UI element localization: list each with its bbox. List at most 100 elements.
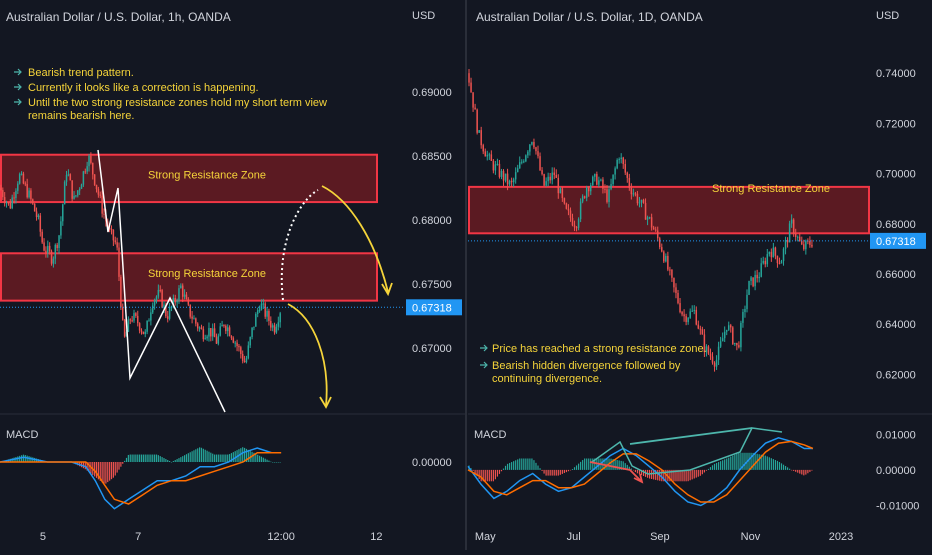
macd-histogram-bar	[573, 467, 576, 470]
candle-body	[0, 188, 2, 191]
candle-body	[746, 294, 748, 310]
macd-histogram-bar	[541, 469, 543, 471]
macd-histogram-bar	[740, 452, 742, 470]
candle-body	[604, 188, 606, 190]
candle-body	[555, 174, 558, 178]
macd-histogram-bar	[118, 462, 120, 470]
candle-body	[253, 326, 255, 328]
candle-body	[648, 217, 651, 219]
candle-body	[180, 285, 182, 289]
zone-label: Strong Resistance Zone	[148, 169, 266, 181]
candle-body	[97, 189, 100, 195]
candle-body	[168, 307, 171, 319]
macd-histogram-bar	[612, 459, 614, 470]
candle-body	[541, 170, 543, 175]
macd-histogram-bar	[616, 459, 618, 470]
macd-histogram-bar	[120, 462, 122, 467]
macd-histogram-bar	[720, 461, 722, 470]
macd-histogram-bar	[242, 447, 244, 462]
candle-body	[52, 258, 55, 264]
candle-body	[277, 322, 280, 327]
macd-histogram-bar	[210, 452, 212, 462]
candle-body	[198, 327, 201, 329]
macd-histogram-bar	[770, 458, 772, 470]
macd-histogram-bar	[161, 457, 163, 462]
macd-histogram-bar	[223, 454, 225, 462]
macd-histogram-bar	[144, 454, 146, 462]
candle-body	[687, 317, 689, 323]
macd-histogram-bar	[139, 454, 141, 462]
macd-histogram-bar	[258, 455, 261, 462]
macd-histogram-bar	[699, 469, 701, 476]
y-tick-label: 0.72000	[876, 118, 916, 130]
macd-histogram-bar	[264, 458, 266, 462]
red-divergence-arrow	[589, 461, 643, 483]
macd-histogram-bar	[245, 448, 248, 462]
macd-histogram-bar	[124, 460, 126, 462]
candle-body	[80, 184, 83, 189]
macd-histogram-bar	[537, 465, 539, 470]
candle-body	[123, 319, 126, 337]
candle-body	[573, 225, 576, 228]
macd-histogram-bar	[673, 469, 675, 482]
candle-body	[50, 251, 53, 264]
candle-body	[709, 353, 712, 357]
macd-histogram-bar	[809, 469, 811, 472]
candle-body	[717, 346, 720, 360]
macd-histogram-bar	[125, 457, 128, 462]
candle-body	[703, 334, 706, 352]
macd-histogram-bar	[114, 462, 116, 476]
note-text: Until the two strong resistance zones ho…	[28, 97, 327, 109]
macd-histogram-bar	[217, 454, 219, 462]
macd-histogram-bar	[230, 453, 233, 462]
candle-body	[742, 312, 744, 323]
macd-histogram-bar	[728, 457, 730, 470]
candle-body	[43, 242, 45, 251]
candle-body	[750, 277, 752, 281]
x-tick-label: Jul	[567, 531, 581, 543]
macd-tick-label: 0.00000	[412, 457, 452, 469]
macd-histogram-bar	[268, 460, 270, 462]
candle-body	[178, 288, 180, 301]
macd-histogram-bar	[225, 454, 227, 462]
macd-histogram-bar	[586, 458, 588, 470]
macd-histogram-bar	[219, 454, 221, 462]
candle-body	[730, 325, 732, 328]
macd-histogram-bar	[665, 469, 667, 482]
candle-body	[163, 304, 165, 308]
macd-histogram-bar	[496, 469, 499, 477]
candle-body	[148, 320, 150, 322]
candle-body	[247, 345, 250, 359]
macd-histogram-bar	[722, 460, 724, 470]
candle-body	[118, 247, 120, 277]
macd-histogram-bar	[172, 461, 174, 462]
candle-body	[258, 310, 261, 312]
candle-body	[504, 173, 507, 181]
drawings-right	[589, 427, 783, 484]
candle-body	[146, 320, 148, 332]
candle-body	[58, 235, 60, 249]
candle-body	[697, 324, 700, 329]
macd-histogram-bar	[116, 462, 118, 473]
candle-body	[22, 173, 25, 184]
macd-histogram-bar	[260, 456, 263, 462]
candle-body	[581, 196, 584, 202]
candle-body	[490, 154, 493, 161]
macd-histogram-bar	[240, 448, 242, 462]
chart-title: Australian Dollar / U.S. Dollar, 1h, OAN…	[6, 10, 231, 24]
macd-histogram-bar	[502, 468, 505, 470]
candle-body	[527, 151, 529, 156]
candle-body	[208, 328, 210, 337]
macd-histogram-bar	[109, 462, 111, 481]
macd-histogram-bar	[766, 456, 768, 470]
macd-histogram-bar	[580, 461, 582, 470]
macd-histogram-bar	[632, 469, 634, 471]
candle-body	[151, 305, 154, 313]
candle-body	[62, 204, 64, 222]
macd-histogram-bar	[561, 469, 563, 474]
macd-histogram-bar	[752, 452, 754, 470]
macd-histogram-bar	[795, 469, 797, 472]
arrow-down-lower	[287, 303, 328, 407]
macd-histogram-bar	[744, 452, 746, 470]
macd-histogram-bar	[86, 462, 88, 471]
